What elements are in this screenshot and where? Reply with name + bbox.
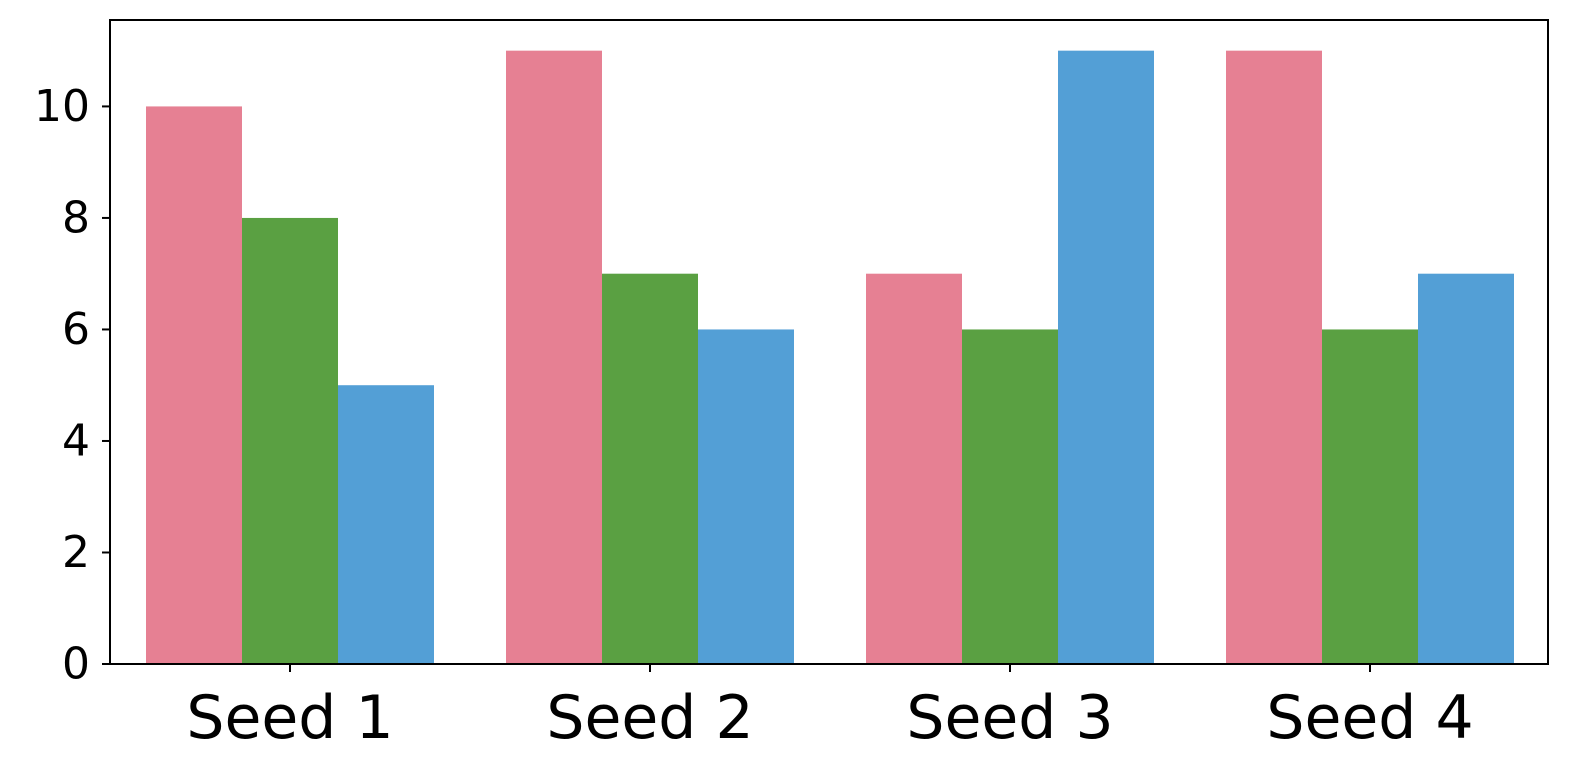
y-tick-label: 6 (62, 304, 90, 355)
y-tick-label: 0 (62, 639, 90, 690)
bar-seed-1-series-3 (338, 385, 434, 664)
y-tick-label: 8 (62, 192, 90, 243)
bar-seed-3-series-2 (962, 329, 1058, 664)
bar-seed-1-series-2 (242, 217, 338, 664)
x-tick-label: Seed 2 (546, 683, 753, 753)
x-tick-label: Seed 3 (906, 683, 1113, 753)
bars-layer (146, 50, 1514, 664)
bar-seed-2-series-1 (506, 50, 602, 664)
y-tick-label: 4 (62, 415, 90, 466)
bar-seed-4-series-2 (1322, 329, 1418, 664)
bar-seed-4-series-3 (1418, 273, 1514, 664)
bar-seed-1-series-1 (146, 106, 242, 664)
bar-seed-3-series-1 (866, 273, 962, 664)
y-tick-label: 10 (34, 81, 90, 132)
x-tick-label: Seed 1 (186, 683, 393, 753)
plot-frame (109, 19, 1549, 665)
x-tick-label: Seed 4 (1266, 683, 1473, 753)
y-tick-label: 2 (62, 527, 90, 578)
bar-seed-3-series-3 (1058, 50, 1154, 664)
bar-seed-2-series-3 (698, 329, 794, 664)
y-axis: 0 2 4 6 8 10 (34, 81, 110, 690)
x-axis: Seed 1 Seed 2 Seed 3 Seed 4 (186, 664, 1474, 753)
bar-seed-2-series-2 (602, 273, 698, 664)
bar-seed-4-series-1 (1226, 50, 1322, 664)
